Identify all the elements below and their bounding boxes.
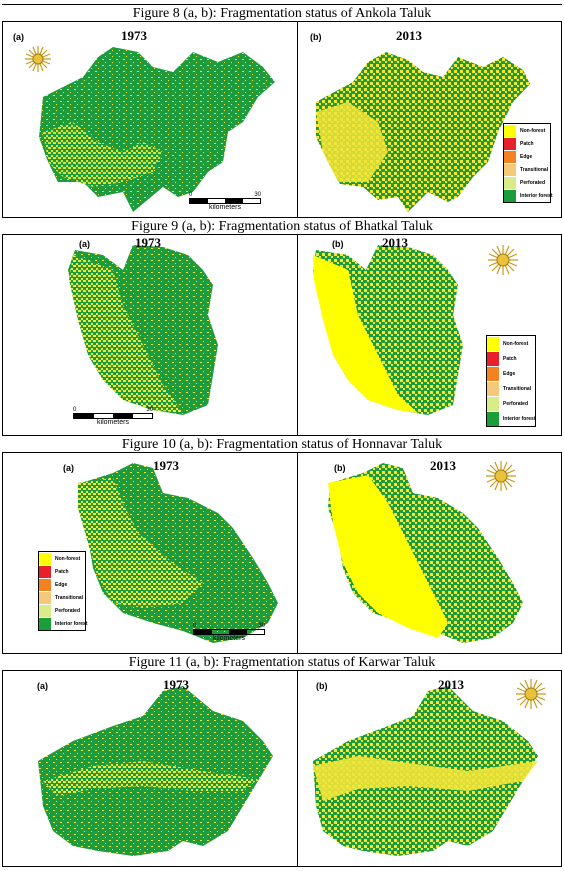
bhatkal-2013-map [313,245,463,415]
scale-start: 0 [73,407,77,413]
legend-item: Non-forest [504,124,550,137]
legend-item: Transitional [504,163,550,176]
legend-item: Non-forest [39,552,85,565]
panel-label: (b) [334,463,346,473]
ankola-1973-map [39,47,275,212]
panel-label: (b) [310,32,322,42]
legend-item: Edge [39,578,85,591]
figure-caption: Figure 9 (a, b): Fragmentation status of… [2,217,562,235]
figure-caption: Figure 10 (a, b): Fragmentation status o… [2,435,562,453]
panel-year: 1973 [163,677,189,692]
scale-unit: kilometers [97,419,129,426]
legend-item: Transitional [39,591,85,604]
scale-bar: 0 30 kilometers [189,192,261,211]
panel-year: 1973 [153,458,179,473]
sun-compass-icon [25,46,51,72]
panel-label: (a) [79,239,90,249]
panel-year: 1973 [121,28,147,43]
legend-item: Patch [39,565,85,578]
legend-item: Patch [487,351,535,366]
legend-item: Interior forest [487,411,536,426]
map-panel-b: (b) 2013 Non-forest Patch Edge Transitio… [297,22,562,217]
scale-end: 30 [258,623,265,629]
map-panel-b: (b) 2013 Non-forest Patch Edge Transitio… [297,235,562,435]
legend-item: Perforated [504,176,550,189]
panel-year: 2013 [396,28,422,43]
table-bottom-border [2,866,562,867]
scale-unit: kilometers [213,635,245,642]
legend-item: Perforated [487,396,535,411]
legend-item: Transitional [487,381,535,396]
panel-year: 1973 [135,235,161,250]
legend-item: Interior forest [39,617,88,630]
panel-label: (a) [13,32,24,42]
panel-label: (a) [37,681,48,691]
scale-bar: 0 30 kilometers [73,407,153,426]
scale-bar: 0 30 kilometers [193,623,265,642]
panel-label: (b) [332,239,344,249]
map-panel-b: (b) 2013 [297,453,562,653]
legend-item: Non-forest [487,336,535,351]
scale-start: 0 [193,623,197,629]
karwar-2013-map [313,686,538,856]
honnavar-2013-map [328,463,523,643]
scale-end: 30 [146,407,153,413]
panel-year: 2013 [430,458,456,473]
honnavar-1973-map [78,463,278,643]
legend-item: Edge [487,366,535,381]
map-panel-a: (a) 1973 0 30 kilometers [2,22,298,217]
figure-caption: Figure 8 (a, b): Fragmentation status of… [2,4,562,22]
bhatkal-1973-map [68,245,218,415]
panel-year: 2013 [382,235,408,250]
sun-compass-icon [516,679,546,709]
map-panel-a: (a) 1973 0 30 kilometers [2,235,298,435]
map-legend: Non-forest Patch Edge Transitional Perfo… [38,551,88,631]
map-legend: Non-forest Patch Edge Transitional Perfo… [503,123,553,203]
panel-label: (b) [316,681,328,691]
sun-compass-icon [486,461,516,491]
legend-item: Interior forest [504,189,553,202]
scale-start: 0 [189,192,193,198]
map-panel-b: (b) 2013 [297,671,562,866]
panel-year: 2013 [438,677,464,692]
ankola-2013-map [316,52,530,212]
panel-label: (a) [63,463,74,473]
legend-item: Perforated [39,604,85,617]
scale-end: 30 [254,192,261,198]
legend-item: Edge [504,150,550,163]
legend-item: Patch [504,137,550,150]
figure-caption: Figure 11 (a, b): Fragmentation status o… [2,653,562,671]
map-legend: Non-forest Patch Edge Transitional Perfo… [486,335,536,427]
map-panel-a: (a) 1973 [2,671,298,866]
karwar-1973-map [38,686,273,856]
scale-unit: kilometers [209,204,241,211]
sun-compass-icon [488,245,518,275]
map-panel-a: (a) 1973 Non-forest Patch Edge Transitio… [2,453,298,653]
